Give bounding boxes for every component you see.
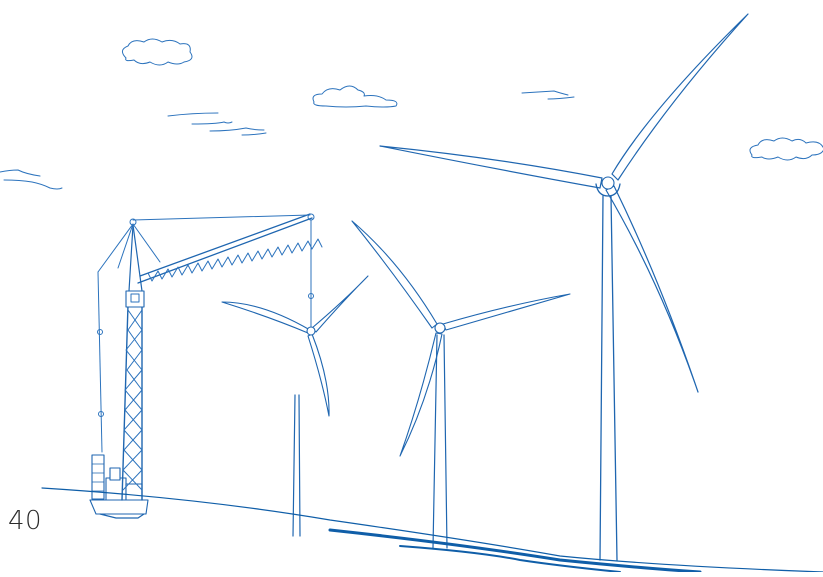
wind-stroke-icon <box>521 90 575 100</box>
ground-line <box>41 487 823 574</box>
wind-turbine-icon <box>379 13 749 561</box>
crane-icon <box>89 213 323 519</box>
cloud-icon <box>122 38 193 66</box>
cloud-icon <box>749 137 823 161</box>
wind-stroke-icon <box>167 112 267 136</box>
wind-turbine-icon <box>221 275 369 537</box>
wind-stroke-icon <box>0 169 63 190</box>
cloud-icon <box>312 85 398 108</box>
page-number: 40 <box>8 506 43 536</box>
wind-turbine-icon <box>351 220 571 549</box>
